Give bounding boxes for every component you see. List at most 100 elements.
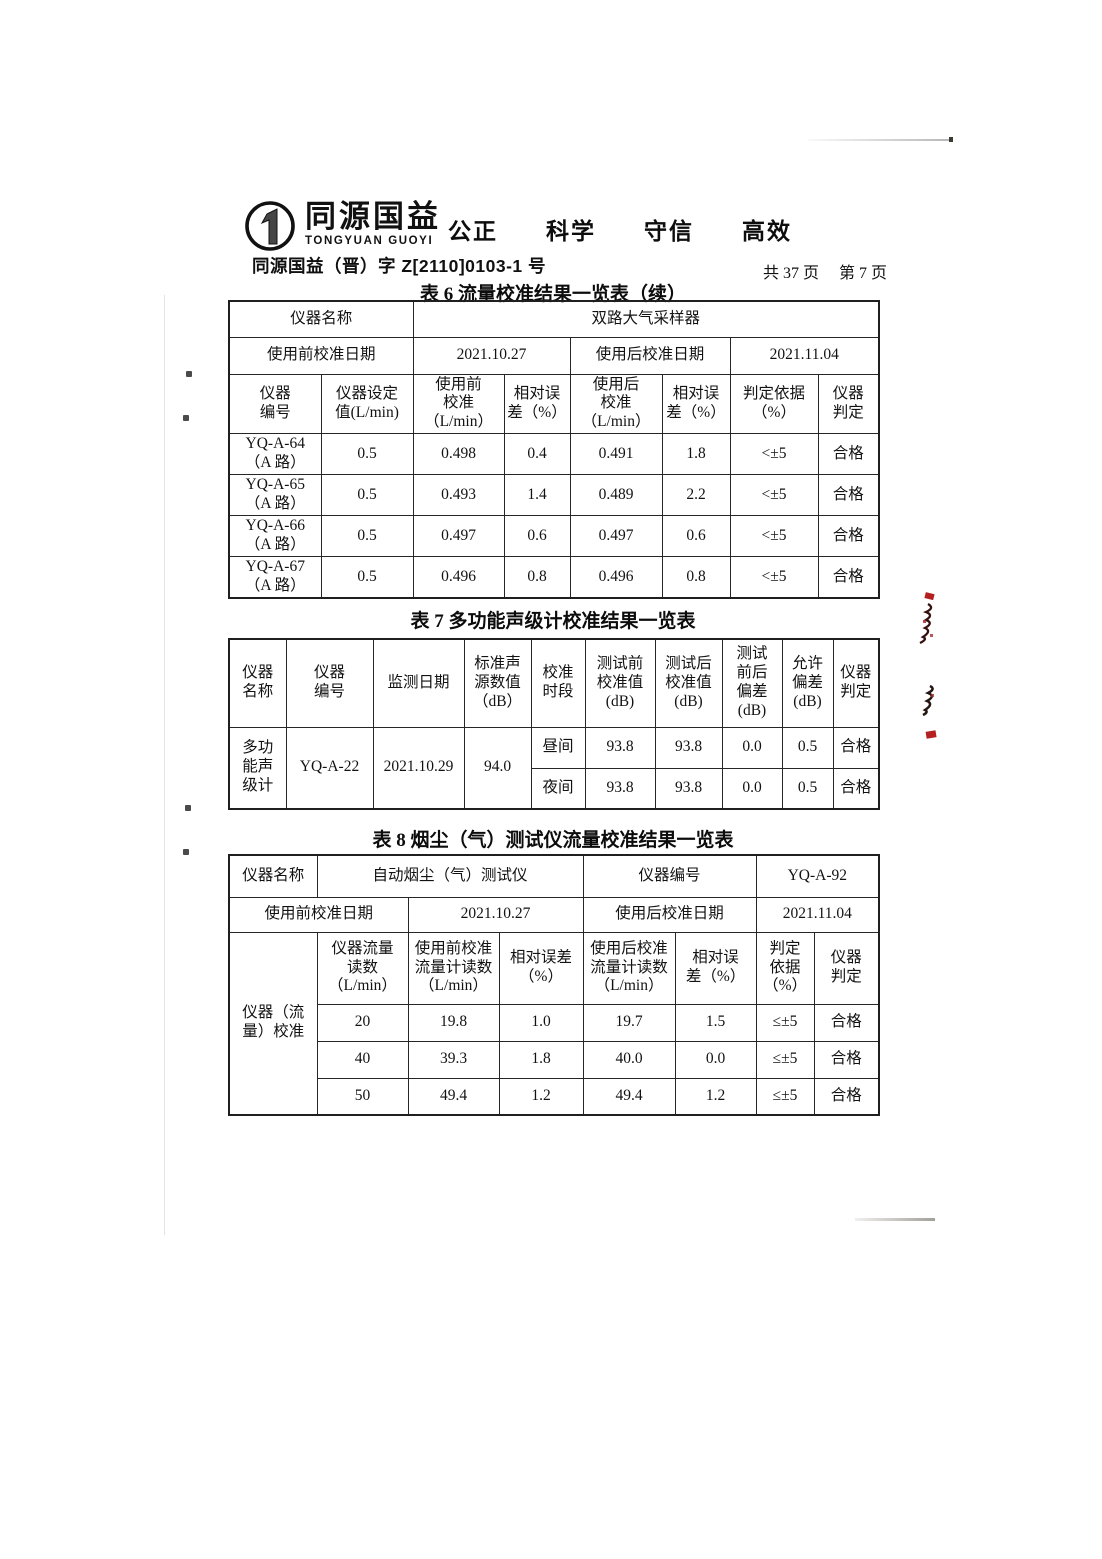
table-header-row: 仪器 名称 仪器 编号 监测日期 标准声 源数值 （dB） 校准 时段 测试前 … bbox=[228, 638, 880, 728]
col-header: 判定依据 （%） bbox=[729, 373, 819, 435]
cell-group-label: 仪器（流 量）校准 bbox=[228, 931, 318, 1116]
post-date-label: 使用后校准日期 bbox=[569, 336, 731, 375]
instrument-name-label: 仪器名称 bbox=[228, 300, 414, 338]
pre-date-label: 使用前校准日期 bbox=[228, 336, 414, 375]
col-header: 相对误 差（%） bbox=[674, 931, 757, 1005]
cell-pre-error: 1.0 bbox=[498, 1003, 584, 1042]
cell-result: 合格 bbox=[813, 1077, 880, 1116]
cell-pre-cal: 0.498 bbox=[412, 433, 505, 476]
cell-instrument-id: YQ-A-64 （A 路） bbox=[228, 433, 322, 476]
table6-title: 表 6 流量校准结果一览表（续） bbox=[419, 284, 686, 305]
col-header: 使用后 校准 （L/min） bbox=[569, 373, 663, 435]
cell-pre-cal: 93.8 bbox=[584, 726, 656, 769]
table-header-row: 仪器 编号 仪器设定 值(L/min) 使用前 校准 （L/min） 相对误 差… bbox=[228, 373, 880, 435]
table7-title: 表 7 多功能声级计校准结果一览表 bbox=[410, 611, 696, 632]
cell-set-value: 0.5 bbox=[320, 433, 414, 476]
total-pages: 共 37 页 bbox=[763, 265, 820, 282]
current-page: 第 7 页 bbox=[839, 265, 888, 282]
scan-artifact-dot bbox=[183, 415, 189, 421]
cell-post-error: 2.2 bbox=[661, 474, 731, 517]
cell-pre-error: 0.6 bbox=[503, 515, 571, 558]
table-row: YQ-A-66 （A 路） 0.5 0.497 0.6 0.497 0.6 <±… bbox=[228, 515, 880, 558]
scan-artifact-dot bbox=[186, 371, 192, 377]
cell-post-error: 0.0 bbox=[674, 1040, 757, 1079]
slogan-word: 高效 bbox=[742, 218, 792, 244]
col-header: 测试前 校准值 (dB) bbox=[584, 638, 656, 728]
cell-basis: <±5 bbox=[729, 474, 819, 517]
cell-deviation: 0.0 bbox=[721, 726, 783, 769]
cell-pre-error: 1.4 bbox=[503, 474, 571, 517]
cell-post-cal: 0.497 bbox=[569, 515, 663, 558]
pre-date-value: 2021.10.27 bbox=[407, 896, 584, 933]
col-header: 相对误差 （%） bbox=[498, 931, 584, 1005]
instrument-name-label: 仪器名称 bbox=[228, 854, 318, 898]
col-header: 允许 偏差 (dB) bbox=[781, 638, 834, 728]
cell-pre-cal: 39.3 bbox=[407, 1040, 500, 1079]
scan-artifact-dot bbox=[183, 849, 189, 855]
cell-result: 合格 bbox=[813, 1040, 880, 1079]
cell-post-cal: 19.7 bbox=[582, 1003, 676, 1042]
table-row: 20 19.8 1.0 19.7 1.5 ≤±5 合格 bbox=[229, 1003, 880, 1042]
cell-post-cal: 93.8 bbox=[654, 767, 723, 810]
slogan-word: 守信 bbox=[644, 218, 694, 244]
cell-instrument-id: YQ-A-67 （A 路） bbox=[228, 556, 322, 599]
cell-pre-error: 0.4 bbox=[503, 433, 571, 476]
cell-std-source: 94.0 bbox=[463, 726, 532, 810]
cell-allowed: 0.5 bbox=[781, 726, 834, 769]
slogan-word: 公正 bbox=[448, 218, 498, 244]
cell-pre-cal: 0.497 bbox=[412, 515, 505, 558]
cell-post-cal: 40.0 bbox=[582, 1040, 676, 1079]
table-row: 多功 能声 级计 YQ-A-22 2021.10.29 94.0 昼间 93.8… bbox=[228, 726, 880, 810]
table-row: YQ-A-67 （A 路） 0.5 0.496 0.8 0.496 0.8 <±… bbox=[228, 556, 880, 599]
cell-basis: ≤±5 bbox=[755, 1077, 815, 1116]
cell-post-cal: 0.491 bbox=[569, 433, 663, 476]
scan-speck bbox=[949, 137, 953, 142]
page-indicator: 共 37 页 第 7 页 bbox=[763, 259, 887, 283]
cell-post-error: 1.5 bbox=[674, 1003, 757, 1042]
instrument-name-value: 自动烟尘（气）测试仪 bbox=[316, 854, 584, 898]
cell-pre-error: 0.8 bbox=[503, 556, 571, 599]
scan-fold-line bbox=[164, 295, 165, 1235]
cell-pre-error: 1.2 bbox=[498, 1077, 584, 1116]
logo-circle-icon bbox=[245, 201, 295, 251]
table-row: 40 39.3 1.8 40.0 0.0 ≤±5 合格 bbox=[229, 1040, 880, 1079]
cell-monitor-date: 2021.10.29 bbox=[372, 726, 465, 810]
instrument-id-label: 仪器编号 bbox=[582, 854, 757, 898]
col-header: 监测日期 bbox=[372, 638, 465, 728]
cell-post-error: 0.6 bbox=[661, 515, 731, 558]
cell-post-error: 1.8 bbox=[661, 433, 731, 476]
table-row: 仪器名称 双路大气采样器 bbox=[228, 300, 880, 338]
table6-flow-calibration: 仪器名称 双路大气采样器 使用前校准日期 2021.10.27 使用后校准日期 … bbox=[228, 300, 881, 600]
scan-edge-line-top bbox=[808, 139, 950, 141]
col-header: 仪器 判定 bbox=[813, 931, 880, 1005]
col-header: 仪器 判定 bbox=[832, 638, 880, 728]
cell-deviation: 0.0 bbox=[721, 767, 783, 810]
cell-basis: <±5 bbox=[729, 515, 819, 558]
table-row: 夜间 93.8 93.8 0.0 0.5 合格 bbox=[229, 767, 880, 810]
table-row: 仪器名称 自动烟尘（气）测试仪 仪器编号 YQ-A-92 bbox=[228, 854, 880, 898]
col-header: 测试 前后 偏差 (dB) bbox=[721, 638, 783, 728]
cell-set-value: 0.5 bbox=[320, 556, 414, 599]
table-row: 使用前校准日期 2021.10.27 使用后校准日期 2021.11.04 bbox=[228, 336, 880, 375]
post-date-label: 使用后校准日期 bbox=[582, 896, 757, 933]
brand-text: 同源国益 TONGYUAN GUOYI bbox=[305, 199, 441, 247]
cell-instrument-id: YQ-A-66 （A 路） bbox=[228, 515, 322, 558]
col-header: 使用前 校准 （L/min） bbox=[412, 373, 505, 435]
instrument-id-value: YQ-A-92 bbox=[755, 854, 880, 898]
cell-post-cal: 49.4 bbox=[582, 1077, 676, 1116]
instrument-name-value: 双路大气采样器 bbox=[412, 300, 880, 338]
cell-pre-cal: 0.493 bbox=[412, 474, 505, 517]
cell-set-value: 0.5 bbox=[320, 474, 414, 517]
brand-name-en: TONGYUAN GUOYI bbox=[305, 235, 434, 247]
cell-result: 合格 bbox=[817, 556, 880, 599]
scan-artifact-dot bbox=[185, 805, 191, 811]
cell-pre-cal: 19.8 bbox=[407, 1003, 500, 1042]
scan-edge-line-bottom bbox=[855, 1218, 935, 1221]
brand-name-cn: 同源国益 bbox=[305, 199, 441, 234]
col-header: 使用前校准 流量计读数 （L/min） bbox=[407, 931, 500, 1005]
post-date-value: 2021.11.04 bbox=[755, 896, 880, 933]
cell-basis: <±5 bbox=[729, 556, 819, 599]
stamp-fragment bbox=[919, 592, 937, 739]
col-header: 使用后校准 流量计读数 （L/min） bbox=[582, 931, 676, 1005]
col-header: 仪器设定 值(L/min) bbox=[320, 373, 414, 435]
